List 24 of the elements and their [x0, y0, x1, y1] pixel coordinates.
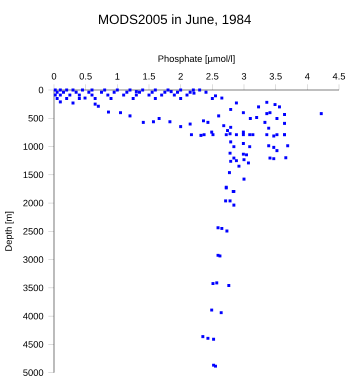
y-tick-label: 0 — [38, 86, 44, 94]
y-tick-label: 2000 — [23, 200, 44, 206]
x-tick-label: 1 — [115, 73, 120, 80]
y-tick-label: 500 — [28, 114, 44, 122]
x-tick-label: 3 — [242, 73, 246, 80]
y-tick-label: 1500 — [24, 172, 44, 178]
y-axis-title: Depth [m] — [4, 212, 14, 251]
x-tick-label: 4 — [304, 73, 310, 80]
x-tick-label: 3.5 — [270, 73, 282, 80]
y-tick-label: 3500 — [23, 284, 44, 292]
x-tick-label: 2 — [178, 73, 183, 80]
x-tick-label: 1.5 — [143, 73, 156, 80]
x-tick-label: 2.5 — [206, 73, 218, 80]
y-tick-label: 4500 — [23, 341, 44, 348]
x-axis-title: Phosphate [µmol/l] — [158, 55, 235, 64]
x-tick-label: 0 — [52, 73, 56, 80]
y-tick-label: 5000 — [23, 369, 44, 376]
y-tick-label: 2500 — [23, 228, 44, 235]
x-tick-label: 4.5 — [332, 73, 346, 80]
y-tick-label: 4000 — [23, 312, 44, 320]
y-tick-label: 1000 — [24, 143, 44, 150]
chart-title: MODS2005 in June, 1984 — [99, 14, 251, 26]
x-tick-label: 0.5 — [80, 73, 92, 80]
y-tick-label: 3000 — [23, 256, 44, 263]
